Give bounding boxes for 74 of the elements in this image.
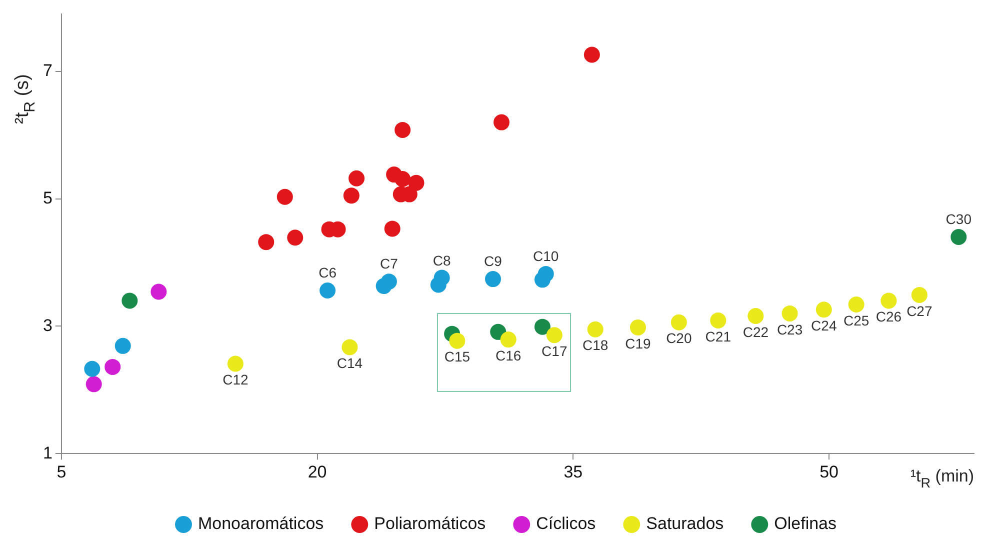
legend-label: Monoaromáticos <box>198 514 324 534</box>
annotation: C9 <box>484 252 502 269</box>
point <box>546 327 562 344</box>
point <box>538 266 554 282</box>
y-axis-title: ²tR (s) <box>12 74 39 124</box>
annotation: C27 <box>906 302 932 319</box>
point <box>434 270 450 286</box>
point <box>342 339 358 356</box>
annotation: C20 <box>666 330 692 346</box>
annotation: C12 <box>222 372 248 388</box>
annotation: C24 <box>811 317 837 334</box>
point <box>380 274 397 290</box>
annotation: C21 <box>705 328 732 344</box>
legend-label: Olefinas <box>774 514 837 534</box>
point <box>584 46 600 63</box>
point <box>227 356 244 372</box>
legend-label: Saturados <box>646 514 724 534</box>
point <box>408 174 424 191</box>
annotation: C23 <box>776 321 803 338</box>
x-tick-label: 20 <box>308 462 327 482</box>
point <box>449 332 466 349</box>
annotation: C15 <box>444 348 470 365</box>
x-tick-label: 50 <box>820 462 838 482</box>
point <box>911 286 928 303</box>
point <box>816 302 832 318</box>
point <box>587 321 604 338</box>
annotation: C7 <box>380 255 398 272</box>
legend-label: Cíclicos <box>536 514 596 534</box>
annotation: C17 <box>542 342 568 359</box>
annotation: C6 <box>318 264 337 280</box>
point <box>484 271 501 288</box>
point <box>880 292 897 309</box>
y-tick-label: 3 <box>42 316 52 335</box>
point <box>748 308 764 324</box>
point <box>86 376 102 392</box>
x-tick-label: 35 <box>564 462 583 482</box>
point <box>848 296 864 313</box>
annotation: C26 <box>876 308 902 325</box>
point <box>122 292 138 309</box>
point <box>494 114 510 130</box>
annotation: C16 <box>496 347 522 364</box>
point <box>670 314 687 330</box>
point <box>258 234 274 250</box>
point <box>114 338 131 354</box>
y-tick-label: 7 <box>42 61 52 80</box>
annotation: C14 <box>336 355 363 372</box>
point <box>394 122 411 138</box>
point <box>782 305 798 322</box>
annotation: C25 <box>843 312 870 328</box>
point <box>710 312 726 328</box>
point <box>394 171 411 188</box>
y-tick-label: 5 <box>42 188 52 208</box>
point <box>630 319 646 336</box>
point <box>276 188 293 205</box>
annotation: C19 <box>625 335 652 352</box>
annotation: C22 <box>742 324 769 340</box>
point <box>534 318 550 335</box>
y-tick-label: 1 <box>42 443 52 462</box>
point <box>320 282 336 298</box>
point <box>287 230 304 246</box>
point <box>384 220 400 237</box>
point <box>950 228 967 245</box>
point <box>84 360 100 377</box>
annotation: C30 <box>946 210 972 227</box>
annotation: C18 <box>582 337 608 354</box>
point <box>343 188 360 204</box>
annotation: C10 <box>533 248 559 264</box>
point <box>348 170 365 186</box>
point <box>500 332 516 348</box>
point <box>150 284 167 300</box>
legend-label: Poliaromáticos <box>374 514 486 534</box>
point <box>104 358 121 375</box>
annotation: C8 <box>432 252 451 268</box>
x-tick-label: 5 <box>56 462 66 482</box>
